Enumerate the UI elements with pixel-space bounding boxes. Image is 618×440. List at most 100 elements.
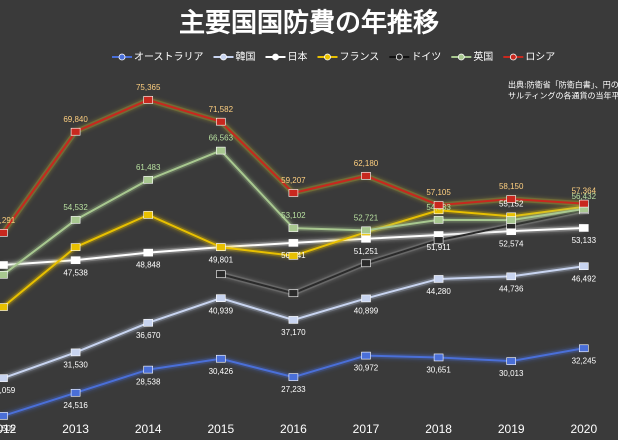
flag-marker (361, 351, 371, 360)
source-note: サルティングの各通貨の当年平均TTB (508, 91, 618, 101)
value-label: 37,170 (281, 328, 306, 337)
value-label: 51,251 (354, 247, 379, 256)
value-label: 30,426 (209, 367, 234, 376)
flag-marker (433, 275, 444, 283)
value-label: 30,651 (426, 366, 451, 375)
x-tick-label: 2012 (0, 422, 17, 436)
x-tick-label: 2013 (62, 422, 89, 436)
source-note: 出典:防衛省「防衛白書」、円の換算は三 (508, 80, 618, 90)
flag-marker (0, 412, 8, 420)
flag-marker (216, 146, 226, 155)
flag-marker (143, 248, 153, 257)
value-label: 51,911 (427, 243, 451, 252)
value-label: 57,364 (572, 187, 597, 196)
legend-label: 日本 (288, 50, 308, 63)
value-label: 53,133 (572, 236, 597, 245)
value-label: 57,105 (426, 188, 451, 197)
flag-marker (433, 201, 444, 209)
flag-marker (143, 365, 153, 374)
value-label: 75,365 (136, 83, 161, 92)
legend-marker (220, 53, 227, 61)
flag-marker (288, 224, 299, 232)
legend-marker (509, 53, 517, 61)
legend-label: フランス (340, 51, 380, 63)
legend-marker (457, 53, 465, 61)
x-tick-label: 2014 (135, 422, 162, 436)
flag-marker (506, 272, 517, 281)
value-label: 55,152 (499, 199, 524, 208)
flag-marker (216, 243, 226, 251)
legend-marker (118, 53, 126, 61)
flag-marker (578, 262, 589, 271)
legend-label: ドイツ (411, 52, 441, 63)
legend-marker (395, 53, 403, 61)
value-label: 47,538 (63, 268, 88, 277)
value-label: 56,432 (572, 192, 597, 201)
flag-marker (288, 373, 299, 381)
flag-marker (578, 199, 589, 208)
flag-marker (361, 226, 371, 235)
flag-marker (361, 294, 371, 303)
flag-marker (0, 270, 8, 279)
legend-label: 英国 (473, 50, 493, 63)
value-label: 30,972 (354, 364, 379, 373)
value-label: 59,207 (281, 176, 306, 185)
flag-marker (70, 256, 81, 264)
value-label: 53,102 (281, 211, 306, 220)
legend-label: 韓国 (236, 51, 256, 63)
value-label: 52,291 (0, 216, 16, 225)
flag-marker (433, 216, 444, 224)
value-label: 27,059 (0, 386, 16, 395)
legend-label: オーストラリア (134, 51, 204, 63)
value-label: 71,582 (209, 105, 234, 114)
flag-marker (0, 261, 8, 269)
flag-marker (506, 216, 517, 224)
value-label: 40,899 (354, 307, 379, 316)
flag-marker (0, 303, 8, 311)
flag-marker (70, 348, 81, 357)
chart-title: 主要国国防費の年推移 (179, 8, 439, 39)
value-label: 36,670 (136, 331, 161, 340)
flag-marker (143, 176, 153, 184)
flag-marker (433, 353, 444, 362)
value-label: 31,530 (63, 360, 88, 369)
value-label: 20,505 (0, 424, 16, 433)
flag-marker (143, 318, 153, 327)
flag-marker (70, 127, 81, 136)
flag-marker (216, 294, 226, 302)
x-tick-label: 2019 (498, 422, 525, 436)
value-label: 52,574 (499, 239, 524, 248)
value-label: 58,150 (499, 182, 524, 191)
value-label: 52,721 (354, 213, 379, 222)
value-label: 24,516 (63, 401, 88, 410)
value-label: 30,013 (499, 369, 524, 378)
flag-marker (143, 96, 153, 104)
flag-marker (288, 239, 299, 247)
flag-marker (216, 354, 226, 363)
value-label: 32,245 (572, 356, 597, 365)
flag-marker (361, 172, 371, 180)
flag-marker (361, 259, 371, 268)
flag-marker (0, 374, 8, 382)
flag-marker (361, 234, 371, 243)
value-label: 40,939 (209, 306, 234, 315)
series-line (220, 209, 585, 295)
value-label: 61,483 (136, 163, 161, 172)
flag-marker (143, 211, 153, 219)
flag-marker (288, 289, 299, 298)
value-label: 62,180 (354, 159, 379, 168)
flag-marker (433, 236, 444, 245)
flag-marker (70, 243, 81, 251)
x-tick-label: 2018 (425, 422, 452, 436)
legend-label: ロシア (525, 52, 555, 63)
value-label: 69,840 (63, 115, 88, 124)
x-tick-label: 2020 (570, 422, 597, 436)
flag-marker (578, 344, 589, 353)
flag-marker (506, 195, 517, 203)
x-tick-label: 2017 (353, 422, 380, 436)
value-label: 28,538 (136, 378, 161, 387)
flag-marker (506, 357, 517, 365)
flag-marker (288, 316, 299, 324)
legend-marker (272, 53, 279, 61)
value-label: 46,492 (572, 274, 597, 283)
